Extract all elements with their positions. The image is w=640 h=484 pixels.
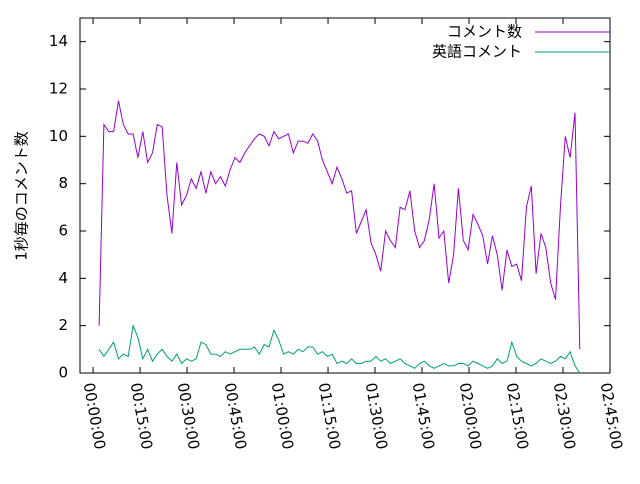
plot-frame (79, 17, 611, 374)
y-tick-label: 8 (58, 174, 68, 192)
x-tick-label: 02:00:00 (456, 381, 485, 450)
y-tick-label: 4 (58, 269, 68, 287)
x-tick-label: 01:45:00 (409, 381, 438, 450)
x-tick-label: 01:15:00 (315, 381, 344, 450)
x-tick-label: 01:30:00 (362, 381, 391, 450)
legend-label: コメント数 (447, 23, 522, 41)
x-tick-label: 02:30:00 (550, 381, 579, 450)
y-axis-label: 1秒毎のコメント数 (13, 131, 31, 261)
x-tick-label: 02:45:00 (597, 381, 626, 450)
y-tick-label: 10 (49, 127, 68, 145)
x-tick-label: 00:30:00 (174, 381, 203, 450)
y-tick-label: 0 (58, 364, 68, 382)
legend-label: 英語コメント (432, 43, 522, 61)
x-tick-label: 00:45:00 (221, 381, 250, 450)
y-tick-label: 14 (49, 32, 68, 50)
y-tick-label: 6 (58, 222, 68, 240)
x-tick-label: 00:15:00 (127, 381, 156, 450)
data-line (98, 323, 581, 374)
x-tick-label: 02:15:00 (503, 381, 532, 450)
x-tick-label: 00:00:00 (80, 381, 109, 450)
y-tick-label: 2 (58, 316, 68, 334)
y-tick-label: 12 (49, 80, 68, 98)
x-tick-label: 01:00:00 (268, 381, 297, 450)
data-line (98, 100, 581, 350)
